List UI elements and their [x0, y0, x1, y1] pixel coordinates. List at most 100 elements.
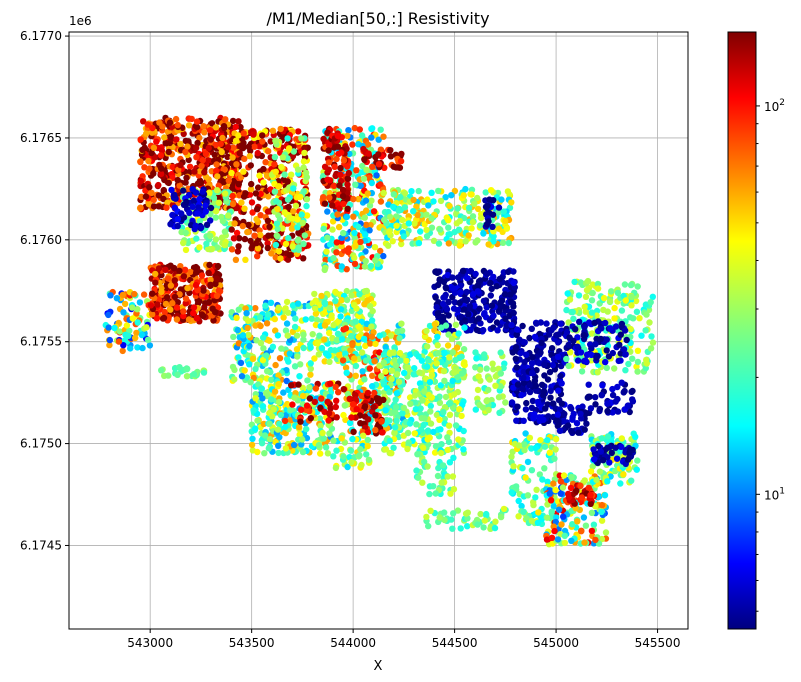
scatter-point	[263, 320, 271, 327]
scatter-point	[162, 140, 170, 147]
scatter-point	[362, 342, 369, 350]
scatter-point	[211, 151, 218, 158]
scatter-point	[365, 456, 373, 463]
scatter-point	[152, 279, 159, 286]
scatter-point	[577, 349, 585, 356]
scatter-point	[553, 332, 560, 339]
scatter-point	[404, 364, 411, 371]
scatter-point	[351, 355, 358, 362]
scatter-point	[137, 158, 144, 166]
scatter-point	[326, 241, 334, 248]
scatter-point	[460, 192, 467, 199]
scatter-point	[295, 423, 303, 431]
scatter-point	[421, 348, 428, 355]
scatter-point	[362, 357, 370, 364]
scatter-point	[474, 205, 482, 213]
scatter-point	[379, 429, 386, 436]
scatter-point	[315, 441, 323, 449]
scatter-point	[557, 320, 564, 327]
scatter-point	[363, 207, 370, 214]
scatter-point	[342, 325, 350, 332]
scatter-point	[261, 432, 269, 439]
scatter-point	[294, 216, 301, 223]
scatter-point	[358, 349, 366, 356]
scatter-point	[560, 472, 568, 479]
scatter-point	[455, 330, 462, 337]
scatter-point	[385, 208, 392, 216]
scatter-point	[565, 319, 572, 326]
scatter-point	[303, 212, 311, 219]
scatter-point	[399, 216, 406, 224]
scatter-point	[361, 376, 368, 383]
scatter-point	[612, 323, 620, 330]
scatter-point	[351, 229, 358, 237]
scatter-point	[339, 186, 347, 194]
scatter-point	[489, 401, 497, 409]
scatter-point	[250, 131, 257, 138]
scatter-point	[234, 326, 241, 334]
scatter-point	[155, 265, 163, 272]
scatter-point	[355, 344, 363, 351]
scatter-point	[182, 148, 189, 156]
scatter-point	[225, 212, 232, 219]
scatter-point	[634, 457, 641, 464]
scatter-point	[303, 196, 311, 203]
scatter-point	[357, 420, 364, 427]
scatter-point	[267, 138, 274, 145]
scatter-point	[350, 213, 357, 220]
scatter-point	[272, 361, 279, 369]
scatter-point	[604, 478, 611, 485]
scatter-point	[244, 352, 252, 359]
scatter-point	[253, 239, 260, 247]
scatter-point	[581, 426, 588, 433]
scatter-point	[428, 189, 435, 196]
scatter-point	[427, 420, 435, 427]
scatter-point	[588, 527, 596, 535]
scatter-point	[202, 150, 210, 158]
scatter-point	[161, 308, 168, 316]
scatter-point	[357, 238, 364, 246]
scatter-point	[266, 436, 274, 443]
scatter-point	[596, 468, 604, 475]
scatter-point	[425, 358, 432, 365]
scatter-point	[451, 299, 459, 306]
scatter-point	[260, 165, 267, 173]
scatter-point	[438, 324, 445, 331]
scatter-point	[182, 246, 190, 254]
scatter-point	[483, 270, 491, 277]
scatter-point	[486, 196, 493, 203]
scatter-point	[343, 369, 350, 376]
scatter-point	[320, 135, 327, 143]
scatter-point	[470, 290, 477, 298]
scatter-point	[300, 344, 307, 352]
scatter-point	[437, 226, 444, 233]
scatter-point	[561, 539, 569, 547]
scatter-point	[539, 476, 546, 483]
scatter-point	[321, 266, 328, 274]
scatter-point	[509, 300, 517, 307]
scatter-point	[533, 320, 540, 327]
scatter-point	[391, 424, 399, 431]
scatter-point	[628, 293, 635, 301]
scatter-point	[497, 349, 504, 356]
scatter-point	[336, 205, 343, 212]
scatter-point	[235, 181, 242, 188]
scatter-point	[284, 196, 292, 203]
scatter-point	[485, 241, 492, 248]
scatter-point	[480, 297, 488, 305]
scatter-point	[235, 306, 242, 313]
scatter-point	[628, 302, 635, 309]
scatter-point	[254, 417, 261, 424]
scatter-point	[274, 332, 282, 339]
scatter-point	[371, 358, 378, 365]
scatter-point	[565, 494, 572, 501]
scatter-point	[540, 416, 547, 423]
scatter-point	[332, 288, 339, 296]
scatter-point	[594, 369, 601, 376]
scatter-point	[162, 300, 170, 308]
scatter-point	[280, 389, 287, 396]
scatter-point	[386, 437, 393, 445]
scatter-point	[137, 136, 144, 143]
scatter-point	[586, 319, 593, 326]
scatter-point	[148, 189, 155, 197]
